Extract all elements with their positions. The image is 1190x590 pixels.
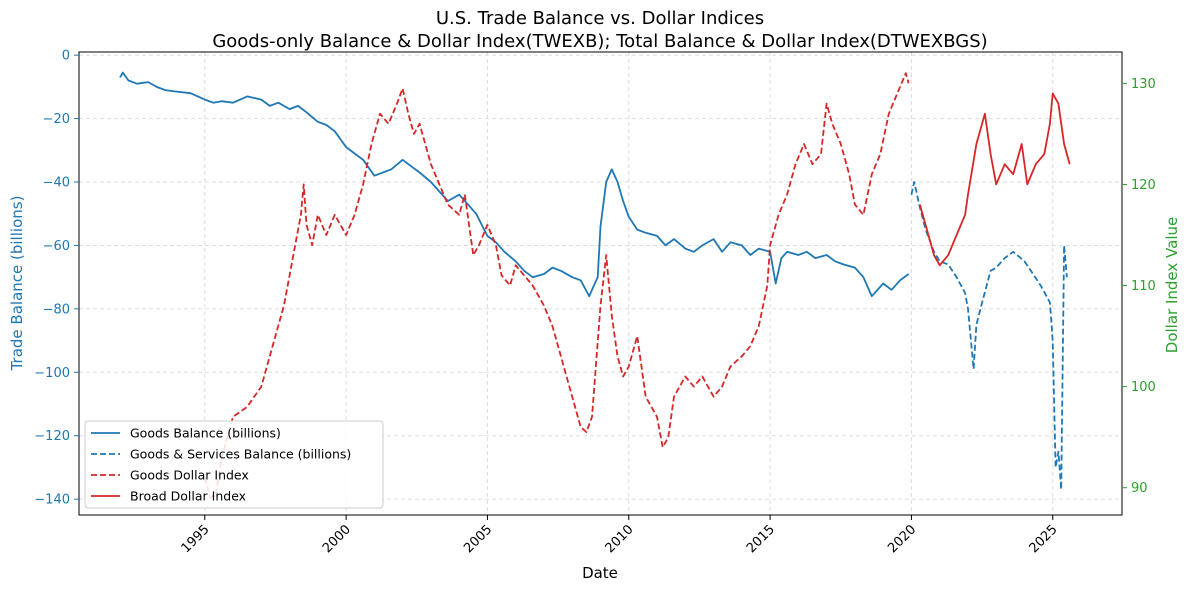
series-line-1 bbox=[119, 71, 910, 298]
y-left-tick-label: 0 bbox=[62, 49, 70, 64]
x-tick-label: 2005 bbox=[461, 522, 495, 556]
series-line-2 bbox=[910, 181, 1068, 491]
legend: Goods Balance (billions) Goods & Services… bbox=[84, 420, 384, 509]
y-left-axis: 0 −20 −40 −60 −80 −100 −120 −140 bbox=[34, 49, 79, 508]
series-line-4 bbox=[919, 92, 1071, 267]
x-tick-label: 2000 bbox=[320, 522, 354, 556]
x-axis: 1995 2000 2005 2010 2015 2020 2025 bbox=[179, 515, 1061, 556]
y-right-axis-label: Dollar Index Value bbox=[1163, 217, 1181, 353]
y-right-tick-label: 120 bbox=[1131, 178, 1156, 193]
series-layer bbox=[119, 71, 1071, 499]
y-left-tick-label: −20 bbox=[43, 112, 70, 127]
x-tick-label: 1995 bbox=[179, 522, 213, 556]
x-tick-label: 2010 bbox=[603, 522, 637, 556]
legend-label-4: Broad Dollar Index bbox=[130, 489, 246, 504]
y-left-axis-label: Trade Balance (billions) bbox=[8, 196, 26, 372]
y-left-tick-label: −120 bbox=[34, 429, 70, 444]
x-axis-label: Date bbox=[582, 564, 618, 582]
y-left-tick-label: −40 bbox=[43, 176, 70, 191]
y-right-tick-label: 130 bbox=[1131, 77, 1156, 92]
x-tick-label: 2015 bbox=[744, 522, 778, 556]
y-left-tick-label: −140 bbox=[34, 493, 70, 508]
legend-box bbox=[84, 420, 384, 509]
y-right-tick-label: 90 bbox=[1131, 481, 1148, 496]
chart-subtitle: Goods-only Balance & Dollar Index(TWEXB)… bbox=[212, 31, 987, 52]
legend-label-2: Goods & Services Balance (billions) bbox=[130, 447, 351, 462]
series-line-3 bbox=[203, 72, 910, 499]
legend-label-3: Goods Dollar Index bbox=[130, 468, 249, 483]
x-tick-label: 2020 bbox=[885, 522, 919, 556]
y-left-tick-label: −60 bbox=[43, 239, 70, 254]
y-left-tick-label: −80 bbox=[43, 302, 70, 317]
y-left-tick-label: −100 bbox=[34, 366, 70, 381]
legend-label-1: Goods Balance (billions) bbox=[130, 426, 281, 441]
x-tick-label: 2025 bbox=[1027, 522, 1061, 556]
plot-frame bbox=[78, 51, 1123, 516]
y-right-axis: 90 100 110 120 130 bbox=[1122, 77, 1156, 496]
y-right-tick-label: 110 bbox=[1131, 279, 1156, 294]
y-right-tick-label: 100 bbox=[1131, 380, 1156, 395]
chart-title: U.S. Trade Balance vs. Dollar Indices bbox=[436, 8, 764, 29]
